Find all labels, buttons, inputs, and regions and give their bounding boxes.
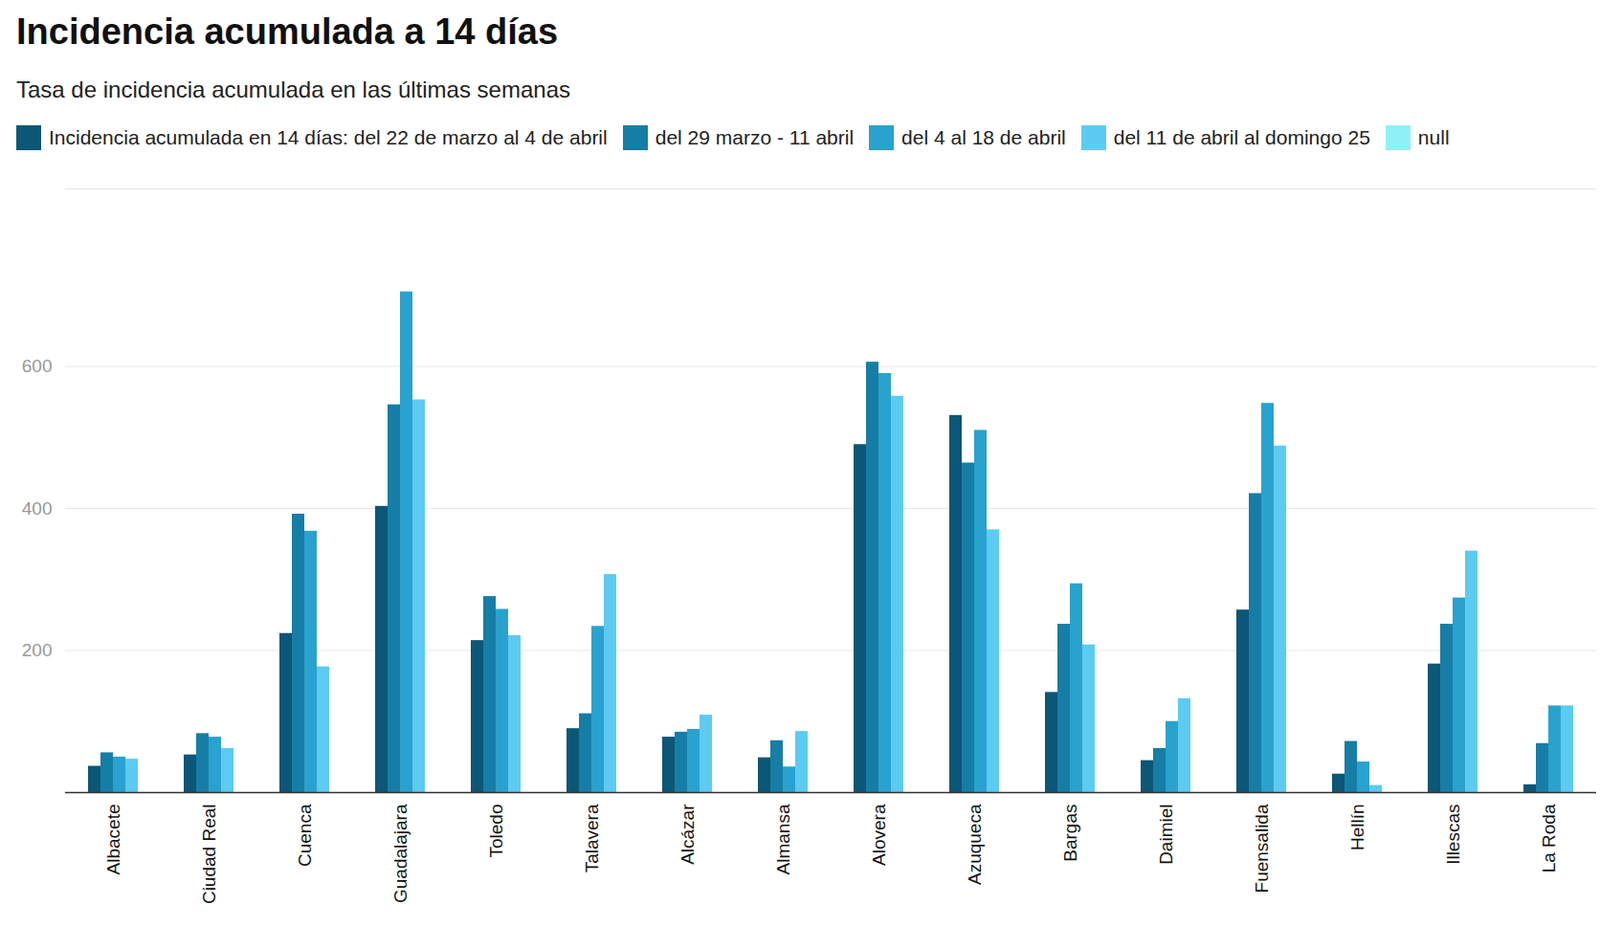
html-text:Incidencia acumulada en 14 día: Incidencia acumulada en 14 días: del 22 …	[48, 126, 608, 149]
html-text:del 29 marzo - 11 abril: del 29 marzo - 11 abril	[655, 126, 854, 149]
html-text:Incidencia acumulada a 14 días: Incidencia acumulada a 14 días	[16, 11, 558, 52]
svg-text:Almansa: Almansa	[773, 803, 794, 875]
svg-text:Talavera: Talavera	[581, 803, 602, 873]
svg-text:Hellín: Hellín	[1347, 804, 1368, 852]
svg-text:Cuenca: Cuenca	[294, 803, 315, 867]
svg-text:Illescas: Illescas	[1443, 804, 1464, 866]
svg-text:Guadalajara: Guadalajara	[390, 803, 411, 904]
svg-text:400: 400	[22, 498, 53, 519]
svg-text:Azuqueca: Azuqueca	[964, 803, 985, 886]
svg-text:Daimiel: Daimiel	[1155, 804, 1177, 866]
html-text:del 4 al 18 de abril: del 4 al 18 de abril	[901, 126, 1066, 149]
svg-text:Ciudad Real: Ciudad Real	[199, 804, 220, 906]
svg-text:Alovera: Alovera	[868, 803, 889, 867]
svg-text:Alcázar: Alcázar	[677, 803, 698, 866]
svg-text:Toledo: Toledo	[486, 804, 507, 859]
svg-text:200: 200	[22, 640, 53, 661]
html-text:del 11 de abril al domingo 25: del 11 de abril al domingo 25	[1113, 126, 1371, 149]
svg-text:Fuensalida: Fuensalida	[1251, 803, 1272, 893]
html-text:Tasa de incidencia acumulada e: Tasa de incidencia acumulada en las últi…	[16, 76, 571, 103]
svg-text:Bargas: Bargas	[1060, 804, 1081, 863]
svg-text:Albacete: Albacete	[103, 804, 124, 876]
svg-text:600: 600	[22, 355, 53, 377]
html-text:null: null	[1418, 126, 1450, 149]
svg-text:La Roda: La Roda	[1538, 803, 1559, 873]
